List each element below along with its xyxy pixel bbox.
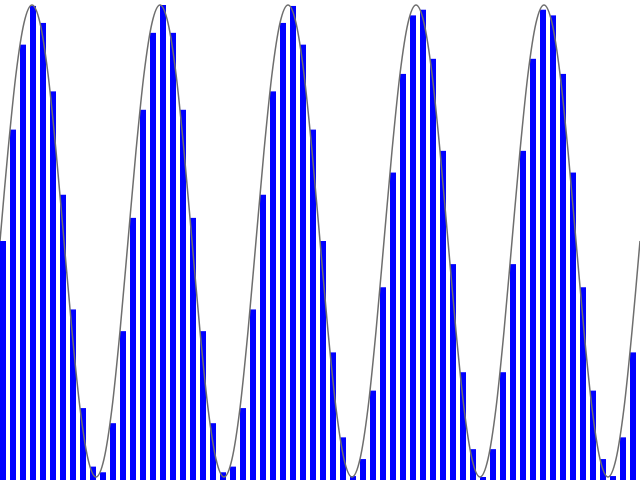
bar [350,476,356,480]
bar [450,264,456,480]
bar [70,309,76,480]
bar [270,91,276,480]
bar [320,241,326,480]
bar [630,352,636,480]
bar [100,472,106,480]
bar [310,129,316,480]
bar [150,32,156,480]
bar [430,58,436,480]
bar [60,194,66,480]
bar [360,459,366,480]
bar [390,172,396,480]
bar [180,109,186,480]
bar [170,32,176,480]
bar [160,5,166,480]
bar [610,476,616,480]
bar [550,15,556,480]
bar [210,423,216,480]
bar [0,241,6,480]
bar [500,372,506,480]
bar [10,129,16,480]
bar [140,109,146,480]
bar [250,309,256,480]
bar [510,264,516,480]
bar [440,150,446,480]
bar [490,449,496,480]
bar [30,5,36,480]
bar [370,390,376,480]
bar [520,150,526,480]
curve-line [0,4,640,478]
bar [620,437,626,480]
bar [530,58,536,480]
bar [410,15,416,480]
bar [300,44,306,480]
bar [110,423,116,480]
bar [380,287,386,480]
bar [590,390,596,480]
bar [130,217,136,480]
bar [420,9,426,480]
bar [20,44,26,480]
bar [570,172,576,480]
bar [560,73,566,480]
bar [190,217,196,480]
bar [200,331,206,480]
bar [80,408,86,480]
bar [340,437,346,480]
bar [400,73,406,480]
bar [230,466,236,480]
bar [330,352,336,480]
bar [280,22,286,480]
bar [120,331,126,480]
bar [580,287,586,480]
bar [50,91,56,480]
bar [290,5,296,480]
bar [480,477,486,480]
bar [540,9,546,480]
bar [260,194,266,480]
bar [240,408,246,480]
bar [460,372,466,480]
bar [40,22,46,480]
